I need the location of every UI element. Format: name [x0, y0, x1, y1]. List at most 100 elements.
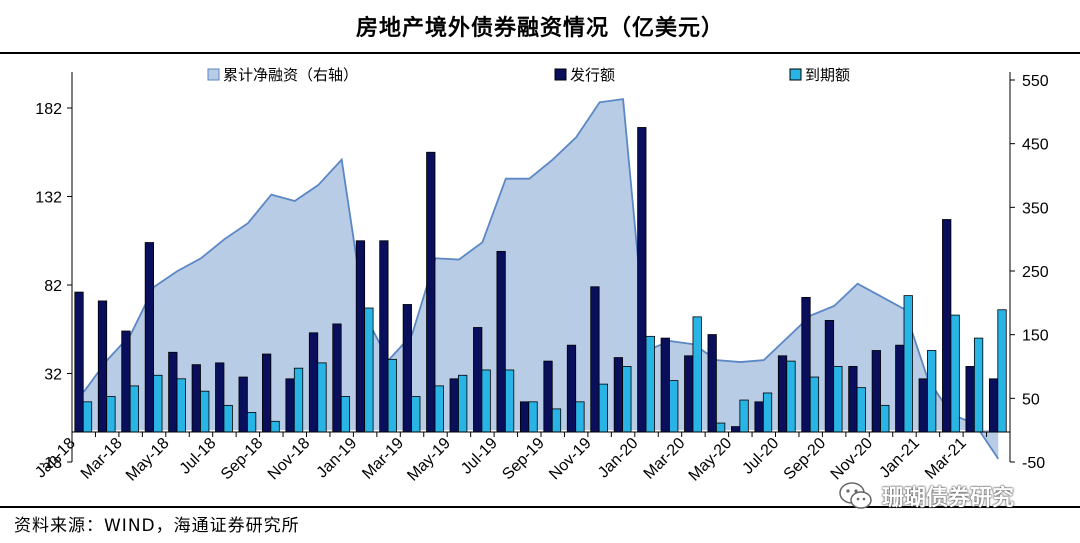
bar-issuance-Nov-18 — [308, 332, 319, 433]
bar-issuance-Apr-19 — [426, 151, 436, 433]
bar-issuance-Dec-18 — [332, 323, 342, 433]
right-tick-label: 450 — [1022, 137, 1049, 154]
bar-issuance-Dec-19 — [613, 357, 624, 433]
bar-issuance-Mar-18 — [121, 330, 131, 433]
bar-maturity-Nov-20 — [880, 404, 890, 433]
bar-maturity-Jul-19 — [504, 369, 515, 433]
x-tick-label: Jan-21 — [876, 435, 923, 482]
x-tick-label: Nov-19 — [546, 435, 595, 484]
bar-issuance-Oct-19 — [566, 344, 577, 433]
bar-issuance-Jun-20 — [754, 401, 764, 433]
right-tick-label: 350 — [1022, 200, 1049, 217]
bar-issuance-Mar-19 — [402, 304, 412, 433]
bar-maturity-Feb-20 — [669, 380, 679, 433]
bar-maturity-Feb-19 — [387, 358, 397, 433]
bar-maturity-Aug-20 — [809, 376, 820, 433]
bar-issuance-Apr-18 — [144, 242, 155, 433]
bar-maturity-Mar-19 — [411, 396, 421, 433]
watermark: 珊瑚债券研究 — [838, 478, 1053, 514]
bar-issuance-May-20 — [731, 426, 741, 433]
bar-issuance-Jan-20 — [637, 127, 647, 433]
left-tick-label: 32 — [44, 367, 62, 384]
bar-issuance-May-19 — [449, 378, 459, 433]
bar-issuance-Feb-19 — [379, 240, 389, 433]
x-tick-label: Sep-20 — [781, 435, 830, 484]
bar-issuance-Apr-20 — [707, 334, 717, 433]
bar-maturity-Sep-19 — [551, 408, 562, 433]
legend-issuance-label: 发行额 — [570, 66, 615, 84]
x-tick-label: Mar-20 — [641, 435, 689, 483]
bar-maturity-Sep-18 — [270, 420, 280, 433]
right-tick-label: 250 — [1022, 264, 1049, 281]
right-tick-label: 50 — [1022, 391, 1040, 408]
bar-maturity-Oct-20 — [856, 387, 866, 433]
x-tick-label: Jul-19 — [458, 435, 501, 478]
x-tick-label: Mar-21 — [922, 435, 970, 483]
area-series-line — [83, 98, 1000, 460]
legend-maturity-swatch — [789, 68, 802, 81]
x-tick-label: Jul-18 — [177, 435, 220, 478]
bar-maturity-Aug-18 — [247, 412, 257, 433]
bar-maturity-May-20 — [739, 399, 749, 433]
bar-maturity-Nov-19 — [598, 383, 608, 433]
legend-area-swatch — [207, 68, 220, 81]
bar-issuance-Apr-21 — [988, 378, 999, 433]
bar-maturity-Jan-19 — [364, 307, 374, 433]
watermark-text: 珊瑚债券研究 — [882, 486, 1015, 511]
legend-area-label: 累计净融资（右轴） — [223, 66, 358, 84]
bar-maturity-Sep-20 — [833, 366, 843, 433]
bar-maturity-Apr-19 — [434, 385, 444, 433]
x-tick-label: Sep-18 — [218, 435, 267, 484]
right-tick-label: -50 — [1022, 455, 1045, 472]
bar-issuance-May-18 — [168, 351, 178, 433]
bar-issuance-Oct-20 — [848, 366, 858, 433]
bar-maturity-May-18 — [176, 378, 186, 433]
bar-maturity-Jul-20 — [786, 360, 796, 433]
bar-issuance-Aug-19 — [519, 401, 530, 433]
bar-maturity-Oct-18 — [293, 367, 304, 433]
bar-issuance-Jan-21 — [918, 378, 928, 433]
left-tick-label: 132 — [35, 190, 62, 207]
bar-maturity-Jan-20 — [645, 335, 655, 433]
bar-issuance-Aug-20 — [801, 296, 811, 433]
bar-maturity-Apr-21 — [997, 309, 1007, 433]
bar-maturity-Mar-21 — [973, 337, 984, 433]
bar-maturity-Feb-18 — [106, 396, 116, 433]
left-tick-label: -18 — [39, 455, 62, 472]
bar-issuance-Nov-19 — [590, 286, 600, 433]
left-tick-label: 82 — [44, 278, 62, 295]
left-tick-label: 182 — [35, 101, 62, 118]
bar-issuance-Oct-18 — [285, 378, 295, 433]
bar-maturity-Dec-18 — [340, 396, 351, 433]
x-tick-label: Jul-20 — [739, 435, 782, 478]
bar-maturity-Jun-20 — [762, 392, 773, 433]
chart-title: 房地产境外债券融资情况（亿美元） — [355, 15, 724, 41]
right-tick-label: 150 — [1022, 328, 1049, 345]
bar-maturity-Mar-20 — [692, 316, 702, 433]
bar-maturity-Jul-18 — [223, 404, 233, 433]
bar-issuance-Jan-19 — [355, 240, 366, 433]
bar-maturity-Apr-20 — [716, 422, 726, 433]
x-tick-label: Nov-18 — [265, 435, 314, 484]
bar-issuance-Feb-18 — [97, 300, 108, 433]
bar-maturity-Jan-18 — [82, 401, 93, 433]
x-tick-label: Mar-18 — [78, 435, 126, 483]
bar-issuance-Mar-20 — [684, 355, 694, 433]
title-divider — [0, 52, 1080, 54]
bar-issuance-Sep-19 — [543, 360, 553, 433]
bar-issuance-Jun-18 — [191, 364, 201, 433]
x-tick-label: Mar-19 — [359, 435, 407, 483]
bar-maturity-Jun-18 — [200, 390, 210, 433]
bar-maturity-Dec-19 — [622, 366, 632, 433]
bar-issuance-Mar-21 — [965, 366, 975, 433]
bar-issuance-Dec-20 — [895, 344, 905, 433]
legend-maturity-label: 到期额 — [805, 66, 850, 84]
legend-issuance-swatch — [554, 68, 567, 81]
bar-issuance-Feb-20 — [660, 337, 670, 433]
bar-maturity-May-19 — [458, 374, 468, 433]
bar-maturity-Oct-19 — [575, 401, 585, 433]
source-note: 资料来源：WIND，海通证券研究所 — [14, 516, 300, 536]
x-tick-label: Sep-19 — [499, 435, 548, 484]
bar-issuance-Jul-19 — [496, 250, 506, 433]
bar-issuance-Jun-19 — [473, 327, 483, 433]
